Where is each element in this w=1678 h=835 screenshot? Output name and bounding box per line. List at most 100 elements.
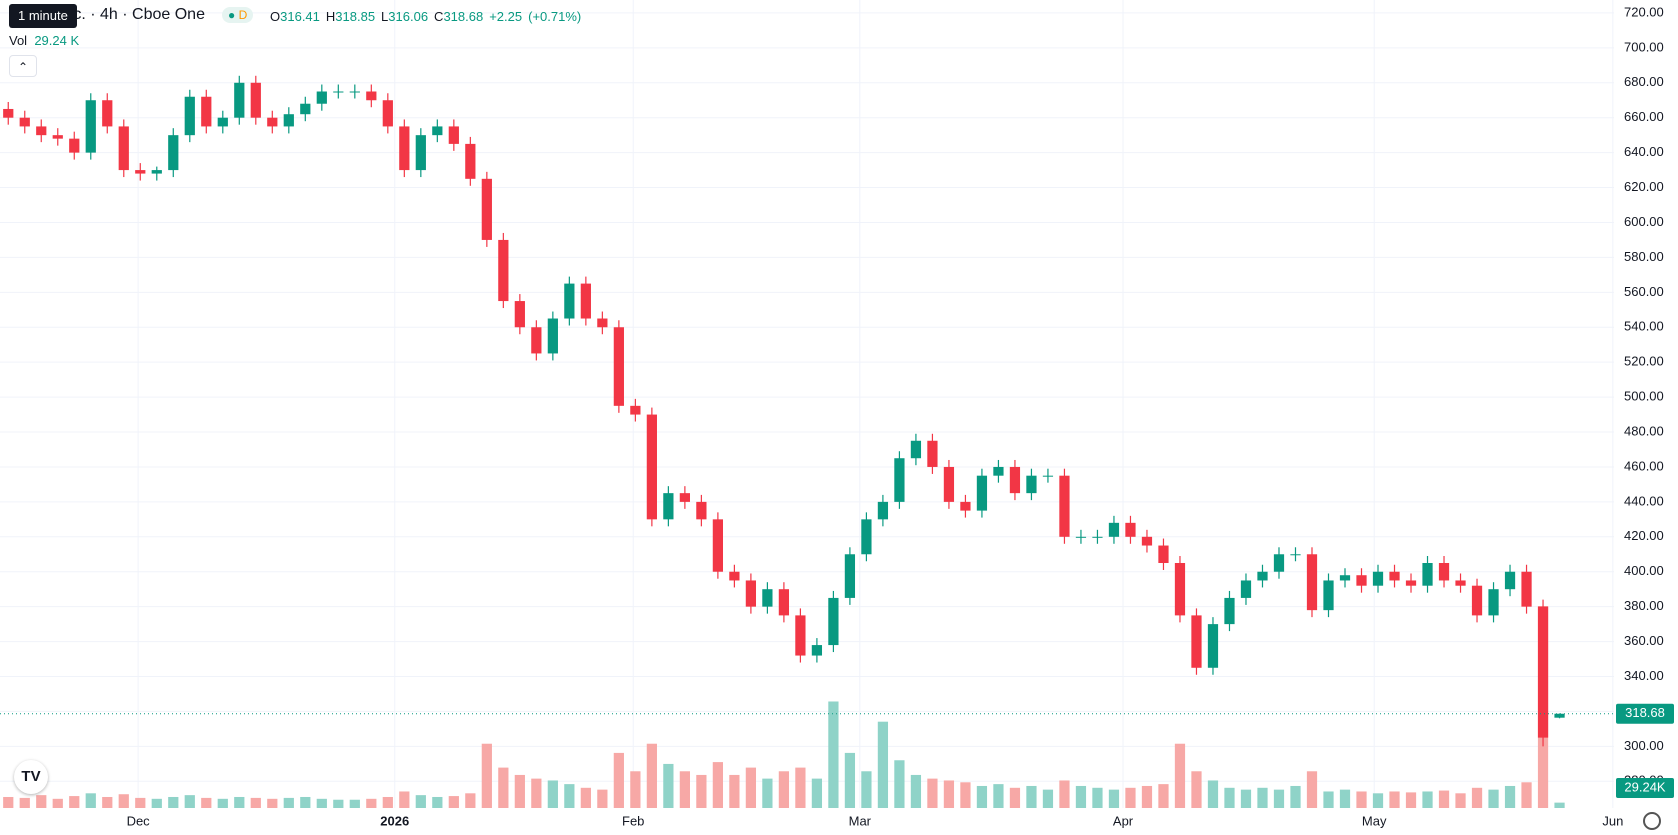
volume-bar <box>1108 789 1120 808</box>
y-tick-label: 720.00 <box>1624 4 1664 19</box>
volume-bar <box>762 778 773 808</box>
candle-body <box>1257 571 1268 581</box>
volume-bar <box>1141 785 1153 808</box>
candle-body <box>52 135 63 139</box>
candle-body <box>498 239 509 302</box>
candle-body <box>910 440 922 459</box>
volume-bar <box>844 752 856 808</box>
volume-bar <box>250 797 261 808</box>
settings-icon[interactable] <box>1643 812 1661 830</box>
candle-body <box>1438 562 1450 581</box>
volume-bar <box>1075 785 1087 808</box>
volume-name: Vol <box>9 33 28 48</box>
candle-body <box>382 100 393 127</box>
volume-bar <box>1306 771 1318 808</box>
volume-bar <box>960 782 971 808</box>
volume-bar <box>19 797 30 808</box>
candle-body <box>19 117 30 127</box>
candle-body <box>481 178 492 240</box>
candle-body <box>349 91 360 93</box>
volume-bar <box>564 784 575 808</box>
candle-body <box>1537 606 1549 738</box>
candle-body <box>234 82 245 118</box>
candle-body <box>943 466 955 502</box>
candle-body <box>1273 554 1285 572</box>
volume-bar <box>927 778 938 808</box>
candle-body <box>729 571 740 581</box>
volume-bar <box>630 771 641 808</box>
volume-bar <box>712 762 723 808</box>
volume-bar <box>1290 785 1301 808</box>
y-tick-label: 680.00 <box>1624 74 1664 89</box>
candle-body <box>1141 536 1153 546</box>
candle-body <box>580 283 591 319</box>
status-badge[interactable]: ● D <box>222 7 254 23</box>
candle-body <box>1471 585 1483 616</box>
volume-bar <box>316 798 327 808</box>
volume-bar <box>333 799 344 808</box>
candle-body <box>448 126 459 144</box>
x-tick-label: Dec <box>127 813 151 828</box>
volume-bar <box>1042 789 1054 808</box>
collapse-button[interactable]: ⌃ <box>9 55 37 77</box>
candle-body <box>1306 554 1318 611</box>
candle-body <box>547 318 558 354</box>
volume-bar <box>498 767 509 808</box>
x-tick-label: Jun <box>1602 813 1623 828</box>
change: +2.25 <box>489 9 523 24</box>
candle-body <box>366 91 377 101</box>
candle-body <box>1389 571 1400 581</box>
candle-body <box>844 554 856 598</box>
volume-bar <box>1207 780 1219 808</box>
y-tick-label: 520.00 <box>1624 354 1664 369</box>
y-tick-label: 300.00 <box>1624 738 1664 753</box>
volume-bar <box>613 752 624 808</box>
y-tick-label: 560.00 <box>1624 284 1664 299</box>
volume-bar <box>184 795 195 808</box>
volume-bar <box>597 789 608 808</box>
y-tick-label: 380.00 <box>1624 598 1664 613</box>
candle-body <box>135 170 146 174</box>
ohlc-label: H <box>325 9 336 24</box>
volume-bar <box>729 774 740 808</box>
candle-body <box>1125 522 1136 537</box>
candle-body <box>168 135 179 171</box>
candle-body <box>85 100 96 153</box>
volume-bar <box>465 793 476 808</box>
volume-bar <box>415 795 426 808</box>
volume-bar <box>910 774 922 808</box>
price-axis <box>1614 0 1678 835</box>
ohlc-value: 316.41 <box>280 9 320 24</box>
volume-bar <box>102 796 113 808</box>
y-tick-label: 480.00 <box>1624 423 1664 438</box>
ohlc-label: C <box>434 9 444 24</box>
candle-body <box>1207 624 1219 668</box>
volume-bar <box>646 743 657 808</box>
ohlc-value: 318.85 <box>335 9 376 24</box>
volume-bar <box>234 796 245 808</box>
candle-body <box>300 103 311 115</box>
y-tick-label: 640.00 <box>1624 144 1664 159</box>
volume-tag-label: 29.24K <box>1624 779 1666 794</box>
last-price-label: 318.68 <box>1625 705 1665 720</box>
candle-body <box>712 519 723 572</box>
logo[interactable]: TV <box>14 760 48 794</box>
ohlc-label: O <box>270 9 281 24</box>
candle-body <box>597 318 608 328</box>
candle-body <box>894 458 905 502</box>
volume-bar <box>1059 780 1070 808</box>
volume-legend: Vol 29.24 K <box>9 33 79 48</box>
candle-body <box>1356 575 1367 586</box>
y-tick-label: 700.00 <box>1624 39 1664 54</box>
candle-body <box>1158 545 1169 563</box>
volume-bar <box>69 796 80 808</box>
candle-body <box>1240 580 1252 598</box>
y-tick-label: 460.00 <box>1624 458 1664 473</box>
y-tick-label: 600.00 <box>1624 214 1664 229</box>
candle-body <box>811 645 823 656</box>
volume-bar <box>382 796 393 808</box>
volume-bar <box>1240 789 1252 808</box>
volume-bar <box>1339 789 1351 808</box>
volume-bar <box>993 784 1004 808</box>
